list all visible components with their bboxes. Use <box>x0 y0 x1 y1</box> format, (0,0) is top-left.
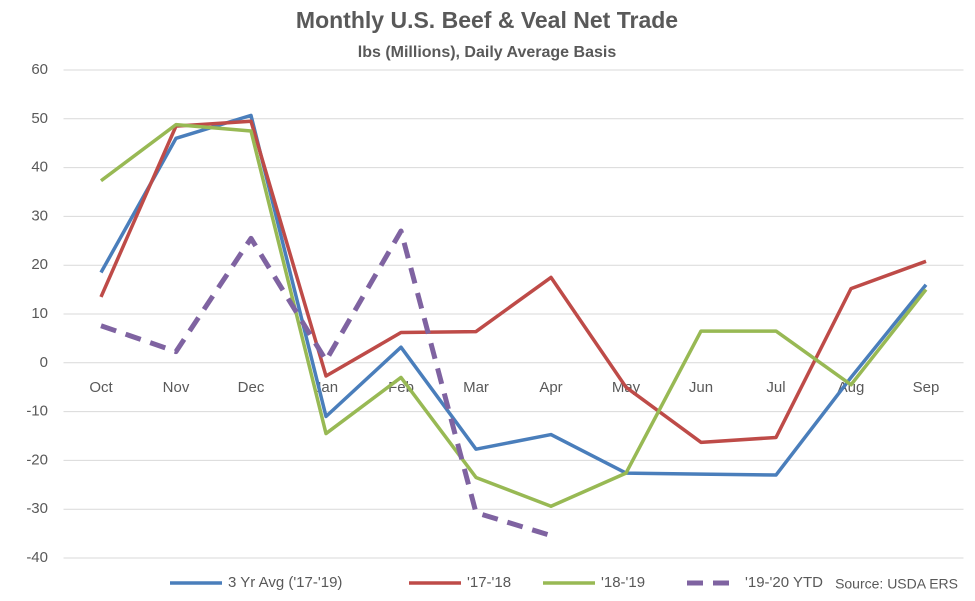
y-tick-label: 20 <box>31 256 48 273</box>
y-tick-label: 30 <box>31 207 48 224</box>
y-tick-label: -40 <box>26 549 48 566</box>
legend-label: '19-'20 YTD <box>745 574 823 591</box>
y-tick-label: 50 <box>31 110 48 127</box>
series-line <box>99 119 927 445</box>
legend-label: '18-'19 <box>601 574 645 591</box>
x-tick-label: Aug <box>838 379 865 396</box>
source-note: Source: USDA ERS <box>835 576 958 592</box>
y-tick-label: 10 <box>31 305 48 322</box>
x-tick-label: Mar <box>463 379 489 396</box>
y-tick-label: -20 <box>26 451 48 468</box>
x-tick-label: Oct <box>89 379 113 396</box>
x-tick-label: Apr <box>539 379 562 396</box>
x-tick-label: Dec <box>238 379 265 396</box>
x-tick-label: Sep <box>913 379 940 396</box>
series-line <box>100 228 552 538</box>
y-tick-label: 40 <box>31 159 48 176</box>
series-line <box>99 122 928 509</box>
y-tick-label: -30 <box>26 500 48 517</box>
y-tick-label: 0 <box>40 354 48 371</box>
legend-label: 3 Yr Avg ('17-'19) <box>228 574 342 591</box>
series-line <box>99 113 928 477</box>
chart-subtitle: lbs (Millions), Daily Average Basis <box>358 44 617 61</box>
legend-label: '17-'18 <box>467 574 511 591</box>
y-tick-label: 60 <box>31 61 48 78</box>
x-tick-label: Jun <box>689 379 713 396</box>
chart-title: Monthly U.S. Beef & Veal Net Trade <box>296 7 678 33</box>
y-tick-label: -10 <box>26 403 48 420</box>
x-tick-label: Nov <box>163 379 190 396</box>
x-tick-label: Jul <box>766 379 785 396</box>
